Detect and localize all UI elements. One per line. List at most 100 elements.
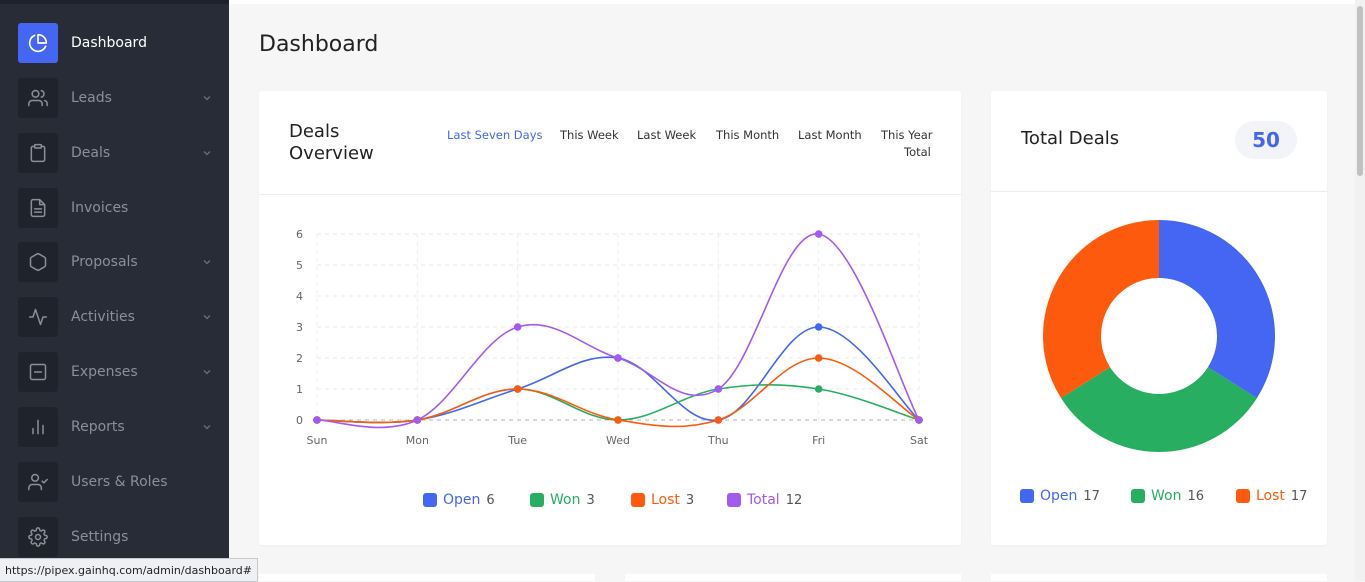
data-point-total[interactable] [413,416,422,424]
clipboard-icon [18,133,58,173]
chevron-down-icon [203,370,211,375]
legend-label: Lost [1256,488,1285,504]
data-point-total[interactable] [814,230,823,238]
next-card-1 [259,574,595,581]
x-tick-label: Tue [507,434,527,447]
sidebar-item-deals[interactable]: Deals [18,133,229,173]
sidebar-item-label: Proposals [71,254,138,270]
legend-swatch-lost [1236,489,1250,503]
pie-legend-item-lost[interactable]: Lost 17 [1236,488,1307,504]
y-tick-label: 1 [296,383,303,396]
sidebar-item-proposals[interactable]: Proposals [18,242,229,282]
chevron-down-icon [203,260,211,265]
filter-this-month[interactable]: This Month [716,128,780,142]
data-point-lost[interactable] [614,416,622,424]
data-point-total[interactable] [714,385,723,393]
filter-this-year[interactable]: This Year [881,128,933,142]
data-point-total[interactable] [915,416,923,424]
sidebar-item-label: Leads [71,90,112,106]
data-point-open[interactable] [814,323,823,331]
data-point-lost[interactable] [513,385,522,393]
filter-last-week[interactable]: Last Week [637,128,697,142]
legend-count: 3 [685,492,695,508]
settings-icon [18,517,58,557]
chevron-down-icon [203,151,211,156]
users-icon [18,78,58,118]
scrollbar-thumb[interactable] [1357,6,1363,176]
browser-status-url: https://pipex.gainhq.com/admin/dashboard… [0,558,259,582]
legend-swatch-open [423,493,437,507]
main-content: Dashboard Deals Overview Last Seven Days… [229,0,1365,581]
sidebar-item-label: Reports [71,419,125,435]
page-title: Dashboard [259,32,379,57]
data-point-total[interactable] [614,354,622,362]
sidebar-item-label: Dashboard [71,35,147,51]
legend-item-open[interactable]: Open 6 [423,492,495,508]
data-point-lost[interactable] [814,354,823,362]
legend-label: Won [1151,488,1182,504]
legend-label: Total [747,492,780,508]
sidebar-item-activities[interactable]: Activities [18,297,229,337]
pie-legend-item-won[interactable]: Won 16 [1131,488,1204,504]
series-line-total [316,233,920,429]
data-point-total[interactable] [513,323,522,331]
hexagon-icon [18,242,58,282]
sidebar-item-dashboard[interactable]: Dashboard [18,23,229,63]
legend-label: Won [550,492,581,508]
chevron-down-icon [203,315,211,320]
legend-swatch-won [1131,489,1145,503]
page-scrollbar[interactable] [1355,0,1365,581]
sidebar-item-settings[interactable]: Settings [18,517,229,557]
top-bar [229,0,1355,4]
file-text-icon [18,188,58,228]
sidebar-item-label: Activities [71,309,135,325]
pie-chart-icon [18,23,58,63]
sidebar-item-users-roles[interactable]: Users & Roles [18,462,229,502]
donut-slice-lost[interactable] [1043,220,1159,399]
x-tick-label: Wed [606,434,630,447]
next-card-2 [625,574,961,581]
x-tick-label: Mon [406,434,429,447]
total-deals-card: Total Deals 50 Open 17 Won 16 Lost 17 [991,91,1327,545]
activity-icon [18,297,58,337]
total-deals-title: Total Deals [1021,128,1120,149]
legend-item-won[interactable]: Won 3 [530,492,595,508]
legend-swatch-lost [631,493,645,507]
legend-swatch-won [530,493,544,507]
sidebar-top-edge [0,0,229,4]
legend-count: 16 [1187,488,1205,504]
sidebar-item-reports[interactable]: Reports [18,407,229,447]
data-point-lost[interactable] [714,416,723,424]
total-deals-count-badge: 50 [1235,121,1297,159]
user-check-icon [18,462,58,502]
sidebar-item-expenses[interactable]: Expenses [18,352,229,392]
sidebar-item-label: Users & Roles [71,474,168,490]
filter-last-seven-days[interactable]: Last Seven Days [447,128,543,142]
filter-last-month[interactable]: Last Month [798,128,862,142]
pie-legend-item-open[interactable]: Open 17 [1020,488,1100,504]
y-tick-label: 4 [296,290,303,303]
legend-count: 12 [785,492,803,508]
deals-line-chart: 0 1 2 3 4 5 6 Sun Mon Tue Wed Thu Fri Sat [296,228,929,447]
donut-slice-open[interactable] [1159,220,1275,399]
card-header-divider [259,194,961,195]
legend-item-total[interactable]: Total 12 [727,492,802,508]
legend-label: Open [443,492,481,508]
chevron-down-icon [203,425,211,430]
y-tick-label: 2 [296,352,303,365]
legend-count: 6 [486,492,495,508]
sidebar-item-invoices[interactable]: Invoices [18,188,229,228]
donut-slice-won[interactable] [1061,367,1257,453]
y-tick-label: 5 [296,259,303,272]
sidebar-item-leads[interactable]: Leads [18,78,229,118]
data-point-won[interactable] [814,385,823,393]
filter-total[interactable]: Total [904,145,931,159]
sidebar-item-label: Settings [71,529,129,545]
y-tick-label: 6 [296,228,303,241]
data-point-total[interactable] [313,416,321,424]
sidebar-item-label: Expenses [71,364,138,380]
filter-this-week[interactable]: This Week [560,128,619,142]
legend-item-lost[interactable]: Lost 3 [631,492,694,508]
deals-donut-chart [1043,220,1275,453]
deals-overview-card: Deals Overview Last Seven Days This Week… [259,91,961,545]
